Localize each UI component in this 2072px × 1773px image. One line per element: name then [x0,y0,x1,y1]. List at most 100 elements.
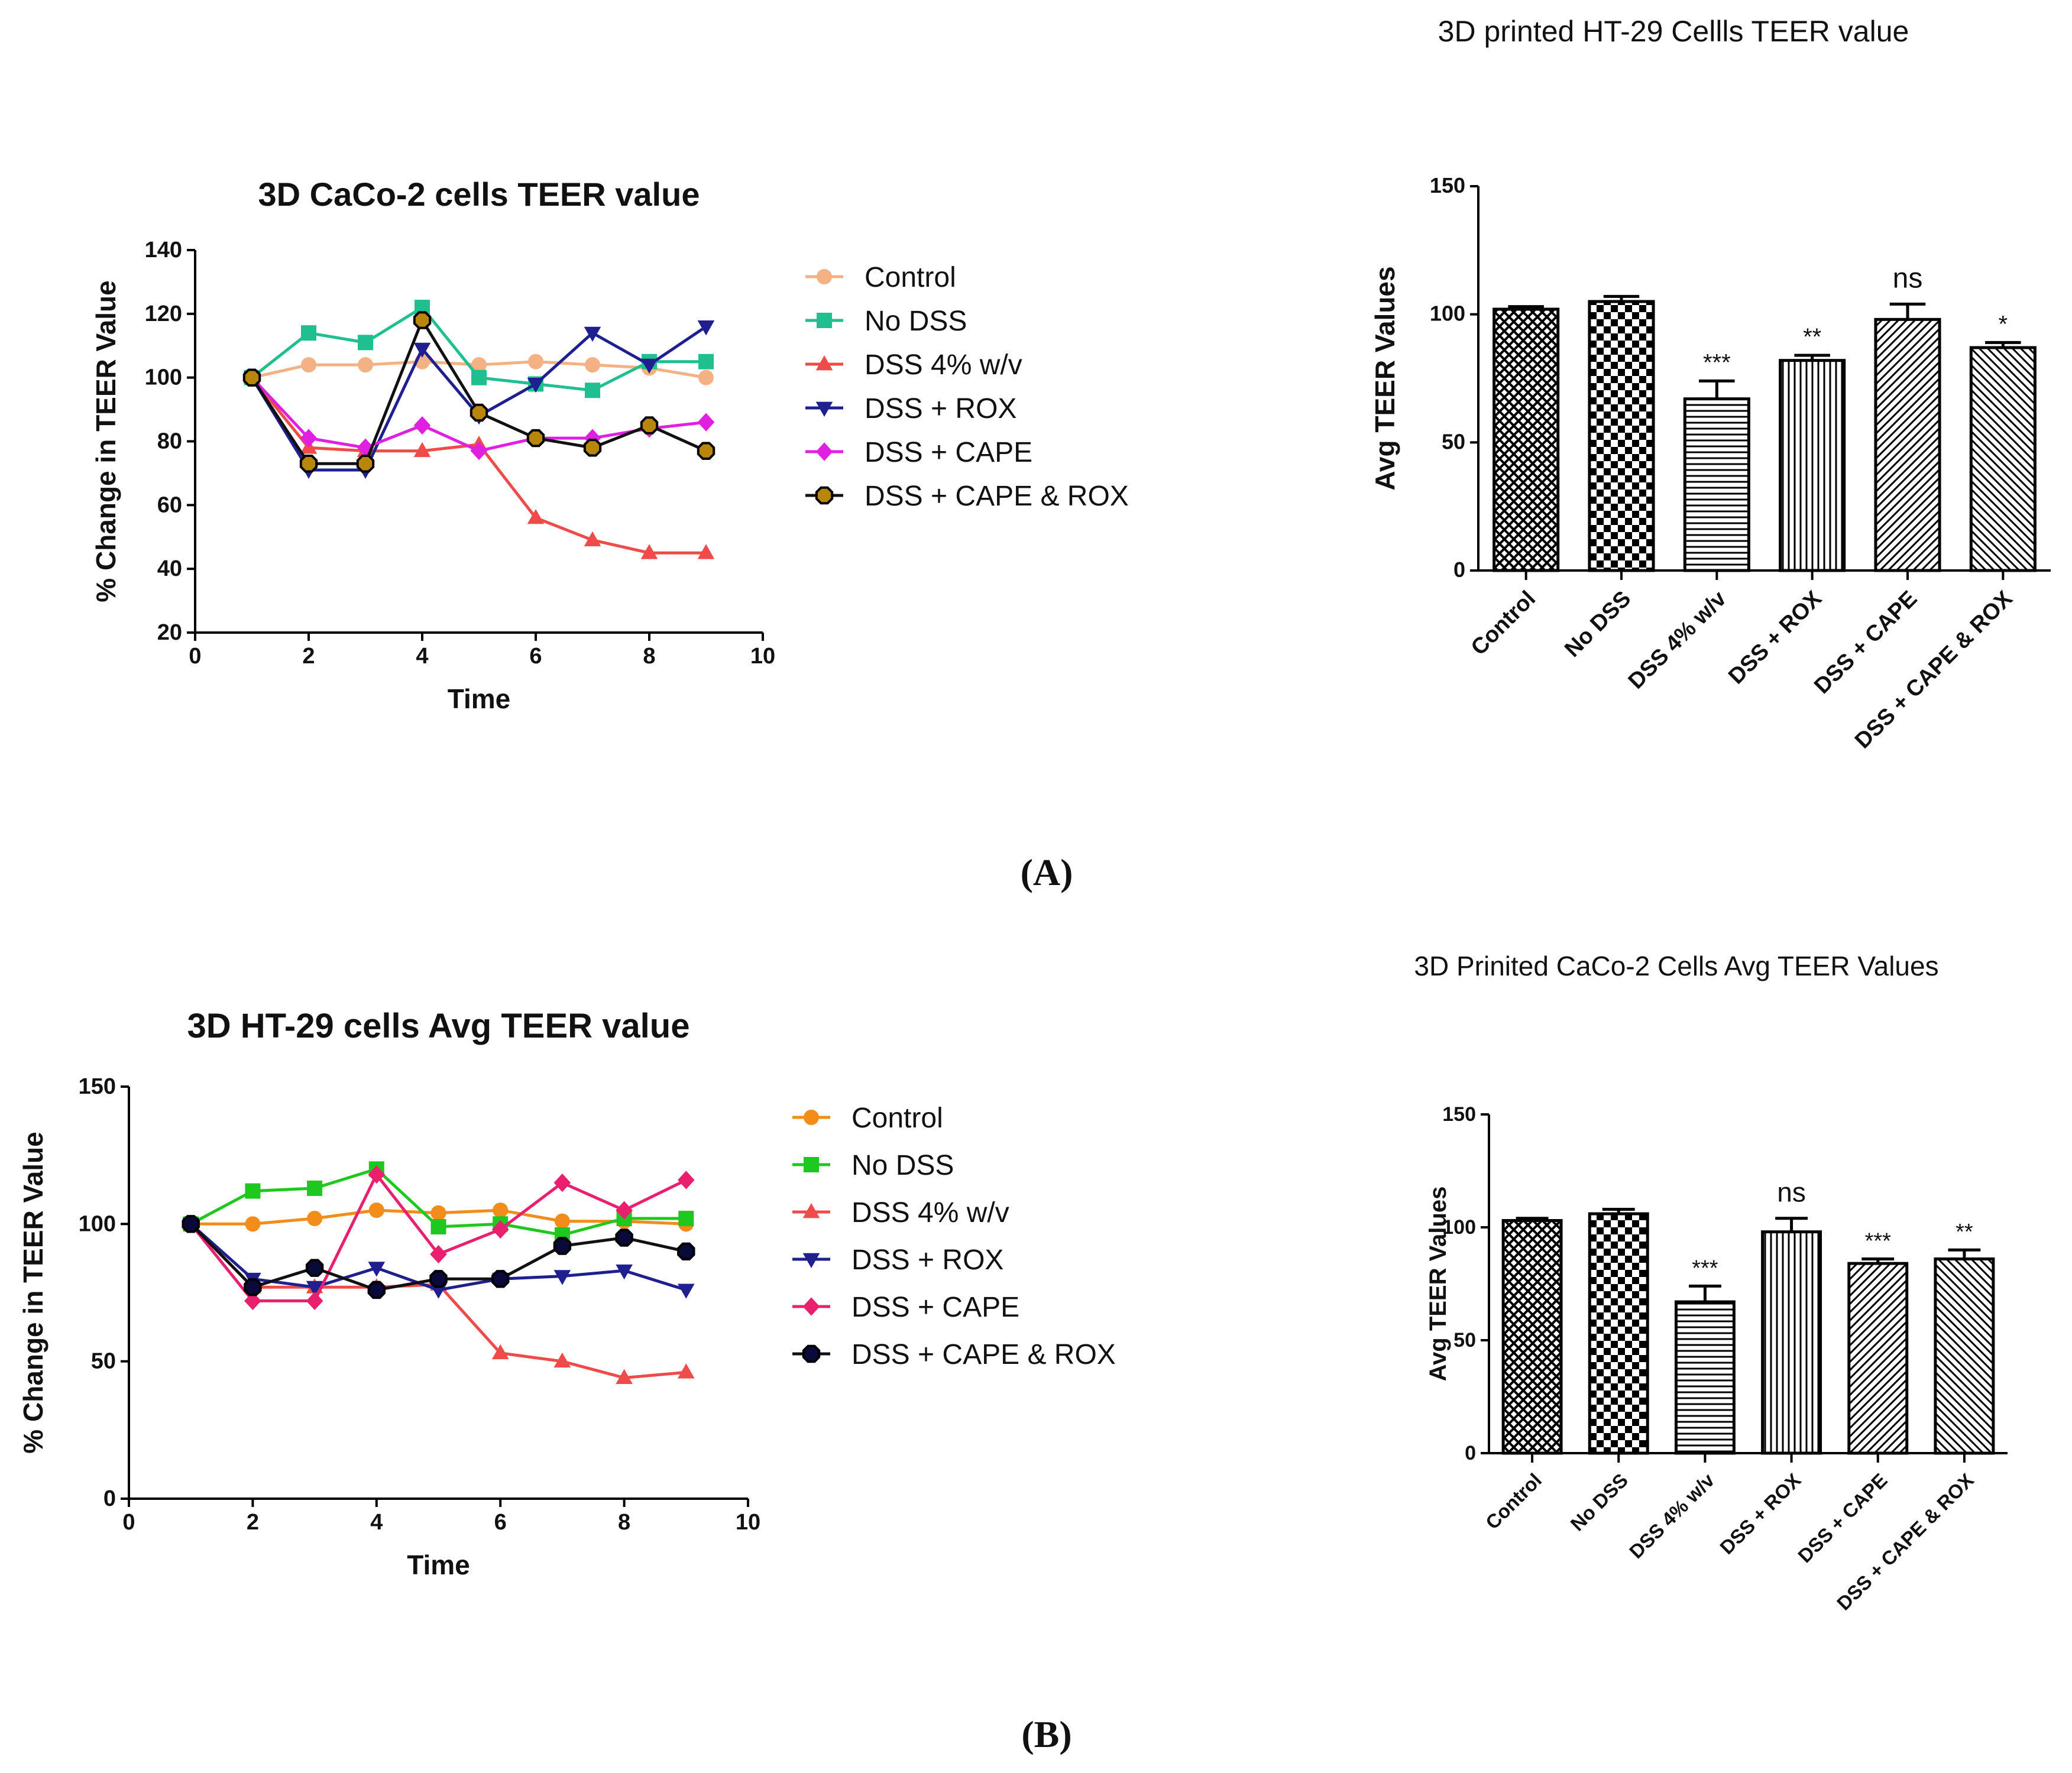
significance-dss-4-w-v: *** [1692,1256,1718,1281]
data-point-dss-rox-5 [430,1283,447,1299]
data-point-control-7 [554,1213,570,1229]
data-point-control-3 [307,1211,323,1227]
chart-title: 3D CaCo-2 cells TEER value [258,176,700,213]
x-tick-label-4: 4 [370,1510,383,1535]
legend-item-no-dss: No DSS [792,1150,954,1181]
data-point-dss-cape-5 [470,442,488,461]
y-tick-label-140: 140 [145,238,182,262]
legend-item-dss-cape: DSS + CAPE [792,1292,1019,1323]
legend-label-dss-cape: DSS + CAPE [852,1292,1019,1323]
data-point-no-dss-2 [245,1183,261,1199]
data-point-control-6 [528,354,543,369]
y-tick-label-50: 50 [1442,429,1465,453]
data-point-dss-cape-9 [697,413,715,432]
legend-item-dss-cape-rox: DSS + CAPE & ROX [792,1339,1116,1370]
x-tick-label-control: Control [1481,1469,1546,1534]
legend-marker-no-dss [804,1157,819,1172]
data-point-dss-cape-rox-9 [697,442,716,460]
x-tick-label-dss-cape-rox: DSS + CAPE & ROX [1850,586,2018,753]
data-point-dss-rox-6 [527,378,545,393]
series-no-dss [244,300,714,398]
bar-chart-ht29: 3D printed HT-29 Cellls TEER value Contro… [1370,15,2051,753]
y-tick-label-100: 100 [1430,302,1465,326]
data-point-control-5 [430,1205,446,1221]
bar-control [1501,1219,1563,1455]
data-point-control-3 [358,357,373,373]
legend-marker-dss-cape-rox [802,1344,821,1363]
data-point-control-7 [585,357,600,373]
data-point-dss-4-w-v-6 [527,508,545,524]
data-point-dss-cape-rox-9 [677,1242,695,1260]
data-point-no-dss-5 [471,369,487,385]
legend-label-dss-rox: DSS + ROX [852,1244,1003,1276]
legend-marker-no-dss [817,313,832,328]
data-point-control-4 [368,1202,384,1218]
data-point-dss-cape-rox-3 [356,455,375,473]
data-point-dss-cape-6 [491,1220,509,1239]
data-point-dss-cape-rox-8 [615,1229,633,1247]
series-no-dss [183,1161,694,1243]
x-tick-label-no-dss: No DSS [1566,1469,1632,1535]
y-tick-label-150: 150 [1430,173,1465,197]
y-axis-label: % Change in TEER Value [90,280,121,602]
series-dss-cape-rox [182,1215,695,1299]
x-tick-label-10: 10 [750,644,775,669]
data-point-dss-4-w-v-7 [584,531,601,547]
significance-dss-cape: *** [1865,1229,1892,1253]
legend-marker-dss-rox [802,1253,820,1268]
y-tick-label-50: 50 [91,1349,116,1374]
legend-label-control: Control [865,262,956,293]
y-tick-label-150: 150 [79,1074,116,1099]
legend-label-dss-cape-rox: DSS + CAPE & ROX [852,1339,1116,1370]
legend-item-control: Control [805,262,956,293]
data-point-dss-cape-2 [244,1291,261,1311]
x-axis-label: Time [407,1550,470,1580]
data-point-dss-cape-9 [678,1171,695,1189]
legend-label-no-dss: No DSS [865,306,967,337]
legend-marker-dss-cape [815,442,833,461]
data-point-dss-cape-rox-5 [470,403,488,422]
legend-marker-dss-cape-rox [815,486,834,505]
significance-dss-rox: ns [1777,1177,1806,1208]
data-point-dss-cape-7 [553,1174,571,1192]
x-tick-label-10: 10 [736,1510,760,1535]
data-point-dss-cape-rox-6 [491,1270,510,1288]
bar-dss-4-w-v [1683,397,1750,572]
bar-no-dss [1588,1212,1649,1455]
data-point-dss-cape-rox-4 [367,1281,386,1299]
data-point-dss-cape-4 [413,416,431,435]
data-point-dss-rox-4 [368,1262,386,1277]
x-tick-label-6: 6 [494,1510,507,1535]
data-point-dss-cape-rox-2 [299,455,318,473]
y-tick-label-60: 60 [157,492,182,517]
chart-title: 3D printed HT-29 Cellls TEER value [1438,15,1909,48]
data-point-dss-cape-rox-8 [640,416,659,435]
data-point-control-9 [698,369,714,385]
data-point-dss-cape-rox-4 [413,311,432,329]
line-chart-caco2: 3D CaCo-2 cells TEER value20406080100120… [90,176,1129,714]
legend-marker-dss-cape [802,1297,820,1316]
data-point-dss-rox-8 [640,358,658,374]
data-point-dss-cape-3 [306,1291,323,1311]
legend-label-dss-4-w-v: DSS 4% w/v [865,349,1022,381]
x-tick-label-6: 6 [529,644,542,669]
x-tick-label-dss-rox: DSS + ROX [1715,1469,1805,1558]
x-tick-label-no-dss: No DSS [1560,586,1636,662]
data-point-dss-4-w-v-4 [413,442,431,458]
data-point-dss-4-w-v-9 [678,1363,695,1379]
data-point-dss-cape-5 [430,1244,447,1264]
legend-item-dss-cape-rox: DSS + CAPE & ROX [805,481,1129,512]
y-tick-label-0: 0 [1453,557,1465,582]
data-point-dss-4-w-v-8 [640,544,658,559]
data-point-dss-rox-9 [678,1283,695,1299]
x-tick-label-0: 0 [189,644,201,669]
data-point-dss-cape-3 [357,438,374,457]
x-tick-label-2: 2 [247,1510,259,1535]
significance-dss-cape: ns [1893,262,1923,294]
data-point-dss-cape-7 [584,429,601,448]
legend-item-dss-rox: DSS + ROX [805,393,1016,424]
x-tick-label-dss-rox: DSS + ROX [1724,586,1827,689]
data-point-dss-rox-3 [306,1281,323,1296]
data-point-dss-4-w-v-6 [491,1344,509,1360]
